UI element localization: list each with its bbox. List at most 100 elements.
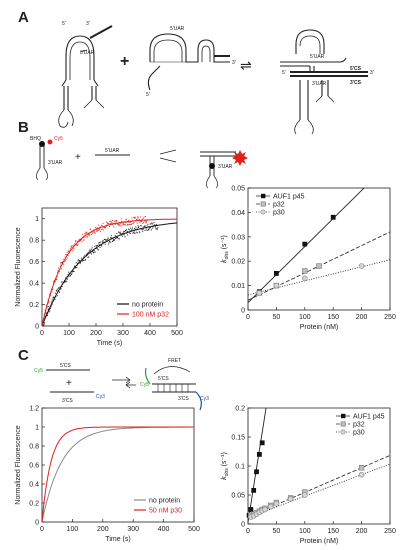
label-a-3prime-b: 3' [232, 60, 236, 66]
data-point [273, 500, 280, 507]
data-point [106, 239, 108, 241]
data-point [67, 257, 69, 259]
data-point [84, 254, 86, 256]
x-tick-label: 250 [384, 314, 396, 321]
data-point [146, 229, 149, 231]
data-point [83, 233, 85, 235]
data-point [131, 217, 133, 219]
data-point [99, 242, 101, 244]
schematic-b [36, 139, 248, 189]
data-point [143, 222, 145, 224]
data-point [79, 260, 81, 262]
data-point [142, 228, 144, 230]
data-point [108, 223, 110, 225]
legend-marker [261, 193, 266, 199]
x-tick-label: 150 [327, 314, 339, 321]
data-point [135, 231, 137, 233]
data-point [109, 221, 111, 223]
data-point [130, 223, 133, 225]
data-point [96, 244, 98, 247]
data-point [251, 487, 257, 493]
data-point [64, 277, 66, 279]
y-tick-label: 0.6 [29, 259, 39, 266]
y-tick-label: 0.03 [231, 234, 245, 241]
data-point [72, 270, 74, 272]
data-point [42, 327, 43, 328]
data-point [148, 228, 150, 230]
plot-frame [41, 207, 178, 327]
fit-line [248, 408, 267, 523]
data-point [90, 252, 92, 254]
y-tick-label: 0 [241, 522, 245, 529]
data-point [52, 288, 54, 290]
data-point [126, 218, 128, 220]
data-point [48, 306, 50, 308]
data-point [150, 229, 152, 231]
label-c-fret: FRET [168, 358, 181, 364]
data-point [148, 229, 150, 231]
label-a-3uar: 3'UAR [80, 50, 95, 56]
x-tick-label: 200 [90, 330, 102, 337]
y-axis-label: Normalized Fluorescence [15, 425, 22, 504]
y-tick-label: 1 [35, 216, 39, 223]
data-point [99, 241, 101, 243]
data-point [77, 243, 79, 246]
data-point [139, 221, 141, 223]
data-point [134, 216, 136, 218]
data-point [101, 225, 103, 227]
data-point [93, 250, 95, 252]
plot-frame [41, 407, 195, 523]
data-point [63, 264, 65, 266]
data-point [136, 227, 138, 229]
data-point [48, 301, 50, 303]
data-point [114, 234, 116, 237]
data-point [141, 221, 143, 223]
data-point [96, 230, 98, 232]
data-point [150, 223, 152, 225]
data-point [141, 218, 143, 220]
data-point [68, 249, 70, 252]
data-point [119, 225, 121, 227]
data-point [115, 237, 117, 239]
data-point [105, 239, 107, 241]
data-point [91, 248, 93, 250]
data-point [112, 240, 114, 242]
data-point [127, 228, 130, 230]
x-tick-label: 100 [67, 526, 79, 533]
y-tick-label: 0.4 [29, 482, 39, 489]
cy5-dot-1 [47, 139, 53, 145]
data-point [50, 295, 52, 297]
y-tick-label: 0.05 [231, 186, 245, 193]
data-point [134, 217, 136, 219]
data-point [80, 257, 82, 259]
data-point [155, 227, 157, 229]
schematic-a-middle-rna [147, 33, 230, 91]
data-point [113, 220, 115, 222]
y-tick-label: 0 [35, 520, 39, 527]
data-point [118, 223, 120, 225]
data-point [302, 241, 308, 247]
panel-letter-c: C [18, 347, 29, 364]
data-point [51, 291, 53, 293]
y-tick-label: 0 [241, 308, 245, 315]
data-point [140, 216, 142, 218]
data-point [81, 241, 83, 243]
data-point [256, 452, 262, 457]
data-point [101, 240, 103, 243]
x-tick-label: 100 [299, 314, 311, 321]
data-point [256, 290, 263, 296]
data-point [125, 229, 127, 231]
label-a-3uar-complex: 3'UAR [312, 81, 327, 87]
data-point [112, 224, 114, 226]
data-point [64, 260, 66, 262]
data-point [152, 223, 154, 225]
data-point [118, 225, 120, 227]
data-point [147, 223, 149, 225]
y-axis-label: Normalized Fluorescence [15, 227, 22, 306]
data-point [60, 263, 62, 265]
data-point [119, 223, 121, 225]
data-point [301, 275, 308, 282]
data-point [119, 232, 121, 234]
plus-c: + [66, 378, 72, 389]
